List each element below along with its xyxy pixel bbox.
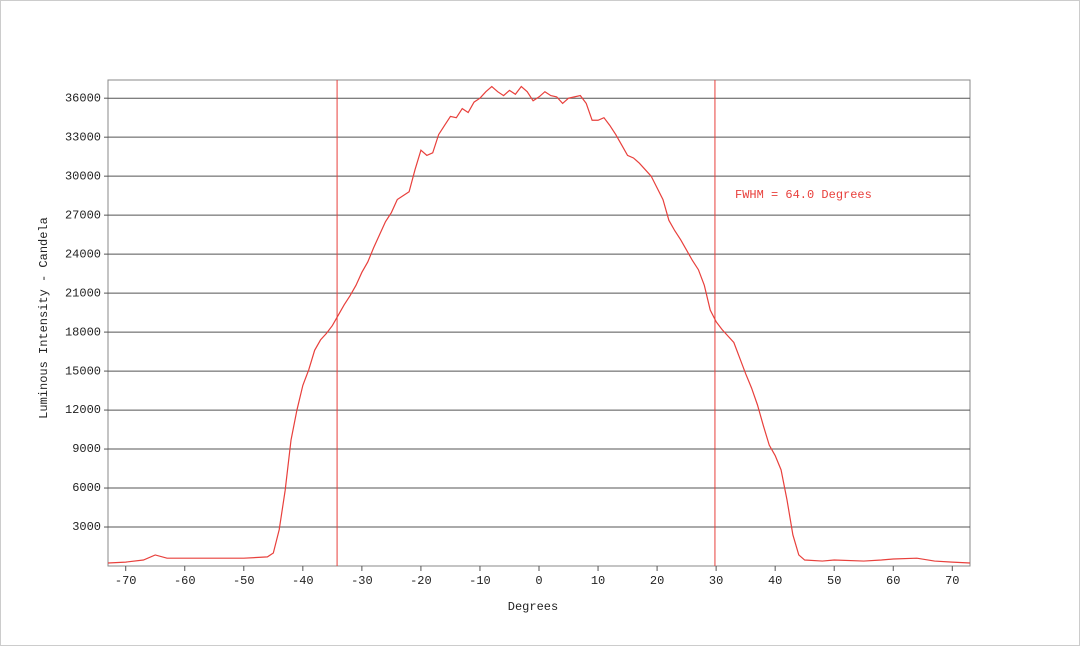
x-tick-label: -10	[469, 574, 491, 588]
x-tick-label: 30	[709, 574, 723, 588]
y-tick-label: 15000	[65, 364, 101, 378]
y-tick-label: 9000	[72, 442, 101, 456]
annotation: FWHM = 64.0 Degrees	[735, 188, 872, 202]
x-tick-label: -40	[292, 574, 314, 588]
x-tick-label: 60	[886, 574, 900, 588]
x-axis-label: Degrees	[508, 600, 558, 614]
y-tick-label: 33000	[65, 130, 101, 144]
y-tick-label: 3000	[72, 520, 101, 534]
y-tick-label: 36000	[65, 91, 101, 105]
x-tick-label: -50	[233, 574, 255, 588]
x-tick-label: 70	[945, 574, 959, 588]
y-tick-label: 18000	[65, 325, 101, 339]
y-tick-label: 21000	[65, 286, 101, 300]
y-tick-label: 30000	[65, 169, 101, 183]
x-tick-label: -60	[174, 574, 196, 588]
x-tick-label: 40	[768, 574, 782, 588]
plot-area	[107, 79, 971, 567]
x-tick-label: 10	[591, 574, 605, 588]
data-line	[107, 85, 971, 564]
x-tick-label: 0	[535, 574, 542, 588]
x-tick-label: -70	[115, 574, 137, 588]
y-tick-label: 12000	[65, 403, 101, 417]
x-tick-label: -20	[410, 574, 432, 588]
x-tick-label: -30	[351, 574, 373, 588]
x-tick-label: 50	[827, 574, 841, 588]
y-tick-label: 27000	[65, 208, 101, 222]
y-tick-label: 24000	[65, 247, 101, 261]
y-tick-label: 6000	[72, 481, 101, 495]
y-axis-label: Luminous Intensity - Candela	[37, 217, 51, 419]
x-tick-label: 20	[650, 574, 664, 588]
